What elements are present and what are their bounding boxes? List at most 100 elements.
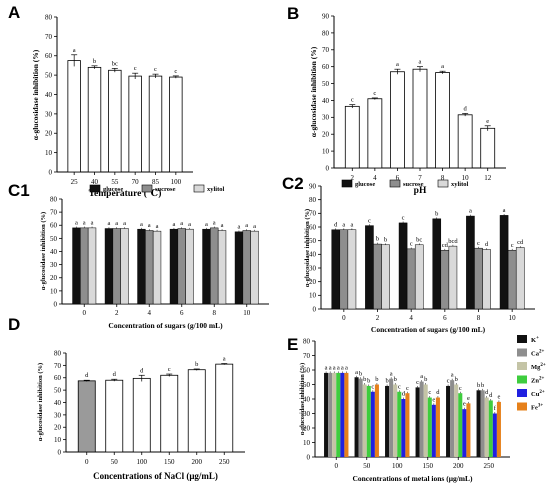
x-tick-label: 4 xyxy=(373,174,377,182)
x-tick-label: 200 xyxy=(453,462,464,470)
significance-letter: c xyxy=(371,383,374,390)
bar-k xyxy=(354,377,359,457)
y-tick-label: 50 xyxy=(309,237,317,245)
bar-sucrose xyxy=(406,248,416,310)
bar-k xyxy=(324,372,329,457)
significance-letter: cd xyxy=(442,242,449,249)
y-tick-label: 20 xyxy=(303,424,311,432)
bar-sucrose xyxy=(440,249,450,310)
significance-letter: a xyxy=(342,221,345,228)
bar-fe xyxy=(405,393,410,457)
legend: glucose sucrose xylitol xyxy=(89,184,225,193)
y-axis-label: α-glucosidase inhibition (%) xyxy=(40,212,47,290)
significance-letter: a xyxy=(148,222,151,229)
significance-letter: d xyxy=(334,221,338,228)
legend-ion: Mg xyxy=(531,364,541,371)
bar-sucrose xyxy=(112,228,121,305)
significance-letter: c xyxy=(511,242,514,249)
bar-zn xyxy=(458,393,463,457)
bar-mg xyxy=(423,384,428,457)
x-tick-label: 250 xyxy=(219,458,230,466)
bar-fe xyxy=(435,397,440,457)
y-tick-label: 60 xyxy=(309,223,317,231)
significance-letter: c xyxy=(168,366,171,373)
x-tick-label: 2 xyxy=(376,314,380,322)
y-tick-label: 80 xyxy=(303,337,311,345)
bar-xylitol xyxy=(87,227,97,305)
bar-sucrose xyxy=(210,227,219,305)
significance-letter: c xyxy=(410,241,413,248)
y-tick-label: 60 xyxy=(50,222,58,230)
legend-charge: 2+ xyxy=(539,377,545,382)
panel-label: D xyxy=(8,315,20,334)
significance-letter: c xyxy=(459,385,462,392)
significance-letter: d xyxy=(140,367,144,374)
bar xyxy=(412,68,428,169)
x-tick-label: 100 xyxy=(137,458,148,466)
significance-letter: cd xyxy=(517,239,524,246)
y-tick-label: 70 xyxy=(45,33,53,41)
bar-k xyxy=(476,390,481,457)
significance-letter: a xyxy=(123,220,126,227)
bar xyxy=(435,72,450,169)
y-tick-label: 60 xyxy=(45,52,53,60)
y-tick-label: 30 xyxy=(322,114,330,122)
y-tick-label: 50 xyxy=(45,72,53,80)
bar-sucrose xyxy=(242,230,251,305)
legend: glucose sucrose xylitol xyxy=(341,179,469,188)
bar xyxy=(215,363,234,453)
significance-letter: c xyxy=(154,66,157,73)
bar-fe xyxy=(466,403,471,457)
bar-zn xyxy=(336,372,341,457)
panel-d: D 0 10 20 30 40 50 60 70 80 Concentrations of NaCl… xyxy=(8,315,245,481)
significance-letter: a xyxy=(156,223,159,230)
significance-letter: b xyxy=(195,361,198,368)
bar-fe xyxy=(496,401,501,457)
significance-letter: a xyxy=(83,220,86,227)
bar-glucose xyxy=(398,222,408,310)
significance-letter: b xyxy=(367,378,370,385)
y-tick-label: 40 xyxy=(45,91,53,99)
y-tick-label: 40 xyxy=(50,248,58,256)
x-tick-label: 100 xyxy=(392,462,403,470)
bar-xylitol xyxy=(120,228,129,305)
y-axis-label: α-glucosidase inhibition (%) xyxy=(299,363,306,435)
significance-letter: b xyxy=(455,376,458,383)
y-tick-label: 50 xyxy=(50,235,58,243)
bar-mg xyxy=(362,384,367,457)
y-tick-label: 0 xyxy=(326,164,330,172)
x-tick-label: 150 xyxy=(423,462,434,470)
x-tick-label: 0 xyxy=(83,309,87,317)
significance-letter: b xyxy=(477,382,480,389)
y-tick-label: 30 xyxy=(303,410,311,418)
bar-fe xyxy=(344,372,349,457)
significance-letter: a xyxy=(188,221,191,228)
y-tick-label: 40 xyxy=(303,395,311,403)
significance-letter: d xyxy=(489,392,493,399)
y-tick-label: 70 xyxy=(309,210,317,218)
x-tick-label: 50 xyxy=(111,458,119,466)
significance-letter: a xyxy=(469,208,472,215)
bar-xylitol xyxy=(448,245,458,310)
bar-k xyxy=(446,385,451,457)
y-tick-label: 70 xyxy=(50,209,58,217)
significance-letter: c xyxy=(402,215,405,222)
bar-sucrose xyxy=(339,229,349,310)
bar xyxy=(169,76,183,173)
significance-letter: a xyxy=(140,221,143,228)
y-tick-label: 20 xyxy=(45,130,53,138)
y-tick-label: 20 xyxy=(322,131,330,139)
legend-swatch xyxy=(89,184,101,193)
significance-letter: a xyxy=(441,63,444,70)
significance-letter: a xyxy=(238,224,241,231)
significance-letter: b xyxy=(435,210,438,217)
x-tick-label: 10 xyxy=(243,309,251,317)
bar-glucose xyxy=(104,228,114,305)
y-tick-label: 0 xyxy=(54,300,58,308)
significance-letter: c xyxy=(351,97,354,104)
bar-ca xyxy=(419,381,424,457)
y-tick-label: 10 xyxy=(54,436,62,444)
y-tick-label: 40 xyxy=(322,97,330,105)
significance-letter: bcd xyxy=(448,238,458,245)
y-tick-label: 30 xyxy=(45,110,53,118)
